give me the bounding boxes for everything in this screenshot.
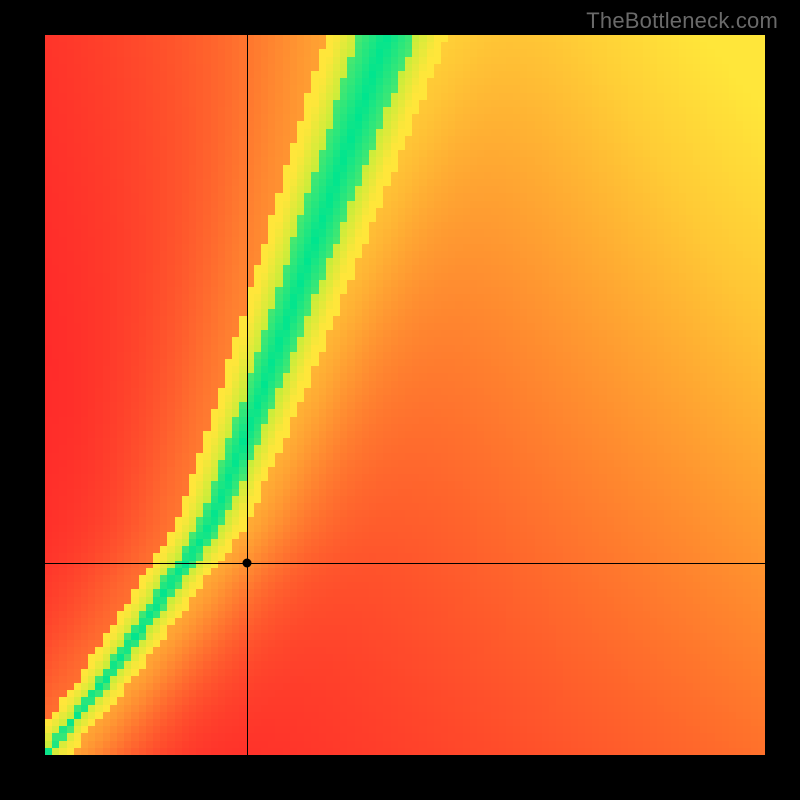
- heatmap-plot: [45, 35, 765, 755]
- crosshair-horizontal: [45, 563, 765, 564]
- crosshair-vertical: [247, 35, 248, 755]
- crosshair-marker: [242, 558, 251, 567]
- chart-frame: TheBottleneck.com: [0, 0, 800, 800]
- heatmap-canvas: [45, 35, 765, 755]
- watermark-text: TheBottleneck.com: [586, 8, 778, 34]
